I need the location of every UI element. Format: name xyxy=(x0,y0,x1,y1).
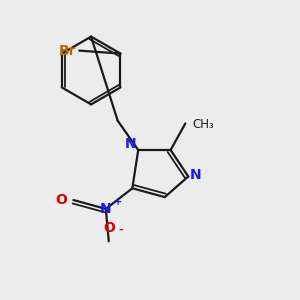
Text: O: O xyxy=(103,221,115,236)
Text: -: - xyxy=(118,224,123,235)
Text: N: N xyxy=(100,202,112,216)
Text: N: N xyxy=(190,168,202,182)
Text: Br: Br xyxy=(59,44,76,58)
Text: O: O xyxy=(56,193,68,207)
Text: N: N xyxy=(125,137,137,151)
Text: CH₃: CH₃ xyxy=(193,118,214,131)
Text: +: + xyxy=(113,196,122,206)
